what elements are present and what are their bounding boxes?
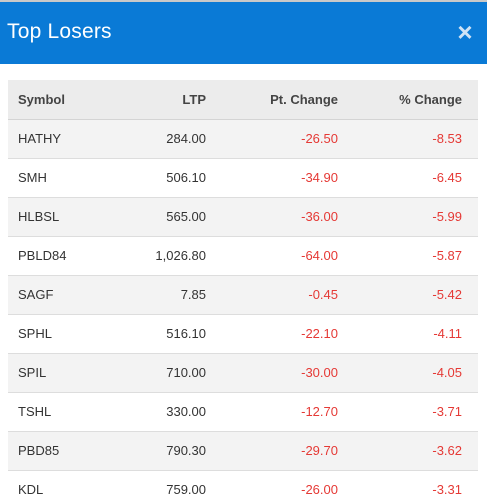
pct-change-cell: -5.87 <box>338 236 478 276</box>
table-row[interactable]: PBD85 790.30 -29.70 -3.62 <box>8 431 478 471</box>
pt-change-cell: -0.45 <box>206 275 338 315</box>
pct-change-cell: -4.11 <box>338 314 478 354</box>
pt-change-cell: -30.00 <box>206 353 338 393</box>
symbol-cell: HATHY <box>8 119 98 159</box>
table-row[interactable]: SPHL 516.10 -22.10 -4.11 <box>8 314 478 354</box>
table-row[interactable]: SAGF 7.85 -0.45 -5.42 <box>8 275 478 315</box>
table-row[interactable]: TSHL 330.00 -12.70 -3.71 <box>8 392 478 432</box>
pct-change-cell: -6.45 <box>338 158 478 198</box>
symbol-cell: SPIL <box>8 353 98 393</box>
ltp-cell: 284.00 <box>98 119 206 159</box>
ltp-cell: 759.00 <box>98 470 206 502</box>
symbol-cell: SAGF <box>8 275 98 315</box>
table-row[interactable]: PBLD84 1,026.80 -64.00 -5.87 <box>8 236 478 276</box>
pct-change-cell: -4.05 <box>338 353 478 393</box>
ltp-cell: 7.85 <box>98 275 206 315</box>
pt-change-cell: -36.00 <box>206 197 338 237</box>
table-row[interactable]: HLBSL 565.00 -36.00 -5.99 <box>8 197 478 237</box>
column-header-symbol[interactable]: Symbol <box>8 80 98 120</box>
pct-change-cell: -3.31 <box>338 470 478 502</box>
column-header-pct-change[interactable]: % Change <box>338 80 478 120</box>
top-border <box>0 0 487 2</box>
ltp-cell: 506.10 <box>98 158 206 198</box>
pt-change-cell: -64.00 <box>206 236 338 276</box>
table-header-row: Symbol LTP Pt. Change % Change <box>8 80 478 120</box>
symbol-cell: PBD85 <box>8 431 98 471</box>
ltp-cell: 565.00 <box>98 197 206 237</box>
dialog-header: Top Losers × <box>0 2 487 64</box>
symbol-cell: HLBSL <box>8 197 98 237</box>
pct-change-cell: -3.62 <box>338 431 478 471</box>
pct-change-cell: -5.99 <box>338 197 478 237</box>
pt-change-cell: -26.00 <box>206 470 338 502</box>
column-header-ltp[interactable]: LTP <box>98 80 206 120</box>
ltp-cell: 1,026.80 <box>98 236 206 276</box>
pt-change-cell: -34.90 <box>206 158 338 198</box>
symbol-cell: TSHL <box>8 392 98 432</box>
ltp-cell: 790.30 <box>98 431 206 471</box>
pt-change-cell: -12.70 <box>206 392 338 432</box>
table-row[interactable]: KDL 759.00 -26.00 -3.31 <box>8 470 478 502</box>
ltp-cell: 710.00 <box>98 353 206 393</box>
symbol-cell: SMH <box>8 158 98 198</box>
symbol-cell: SPHL <box>8 314 98 354</box>
pt-change-cell: -22.10 <box>206 314 338 354</box>
top-losers-table: Symbol LTP Pt. Change % Change HATHY 284.… <box>8 80 478 502</box>
close-icon[interactable]: × <box>457 17 473 47</box>
table-row[interactable]: HATHY 284.00 -26.50 -8.53 <box>8 119 478 159</box>
ltp-cell: 330.00 <box>98 392 206 432</box>
table-row[interactable]: SMH 506.10 -34.90 -6.45 <box>8 158 478 198</box>
dialog-title: Top Losers <box>7 20 112 43</box>
table-row[interactable]: SPIL 710.00 -30.00 -4.05 <box>8 353 478 393</box>
column-header-pt-change[interactable]: Pt. Change <box>206 80 338 120</box>
pt-change-cell: -29.70 <box>206 431 338 471</box>
ltp-cell: 516.10 <box>98 314 206 354</box>
symbol-cell: KDL <box>8 470 98 502</box>
pct-change-cell: -3.71 <box>338 392 478 432</box>
pt-change-cell: -26.50 <box>206 119 338 159</box>
pct-change-cell: -8.53 <box>338 119 478 159</box>
pct-change-cell: -5.42 <box>338 275 478 315</box>
symbol-cell: PBLD84 <box>8 236 98 276</box>
